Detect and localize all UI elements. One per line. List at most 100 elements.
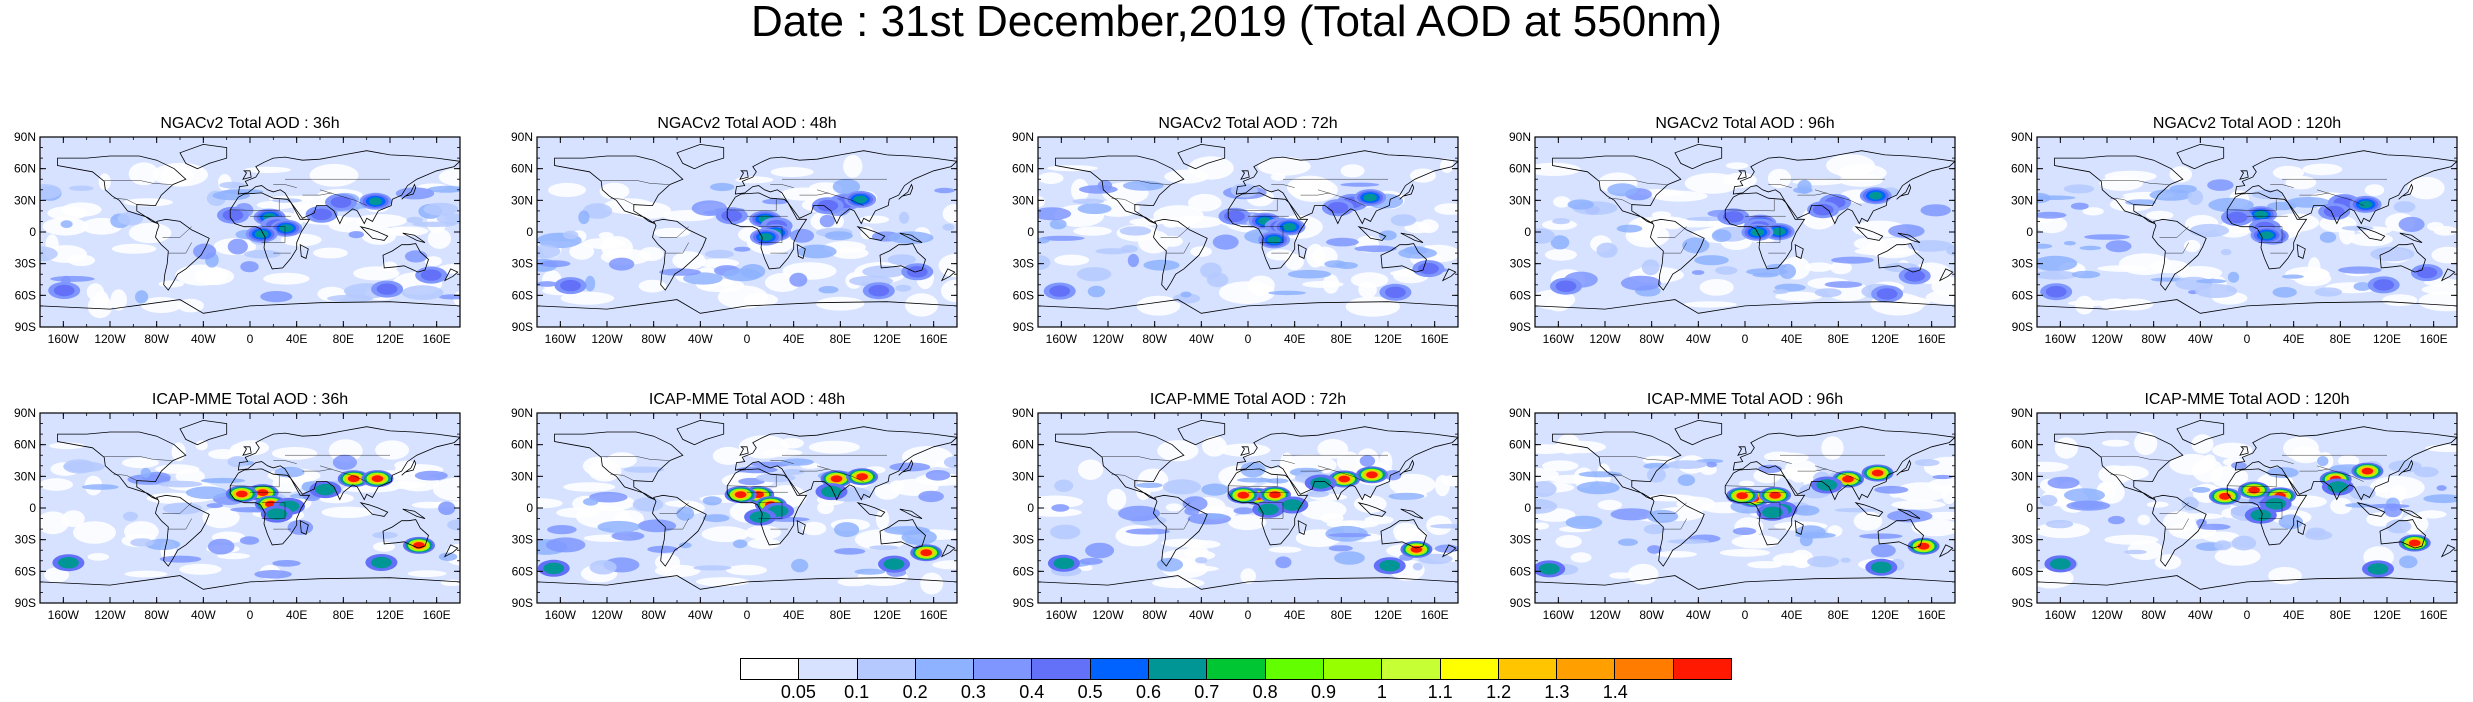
colorbar-label: 0.6 [1135, 682, 1162, 702]
lat-tick-label: 60N [2011, 438, 2033, 452]
lon-tick-label: 80W [144, 332, 169, 346]
lon-tick-label: 0 [1245, 332, 1252, 346]
lat-tick-label: 30N [2011, 193, 2033, 207]
lat-tick-label: 90N [14, 130, 36, 144]
aod-map: 90N 60N 30N 0 30S 60S 90S 160W 120W 80W 40W 0 40E 80E… [14, 406, 461, 622]
lon-tick-label: 80W [144, 608, 169, 622]
lon-tick-label: 120W [591, 332, 623, 346]
colorbar-swatch [974, 659, 1033, 679]
lat-tick-label: 90N [2011, 130, 2033, 144]
panel-title: ICAP-MME Total AOD : 96h [1646, 391, 1844, 408]
aod-field [1535, 137, 1955, 327]
lon-tick-label: 40E [1284, 332, 1305, 346]
lat-tick-label: 30N [511, 469, 533, 483]
colorbar-label: 0.8 [1252, 682, 1278, 702]
lon-tick-label: 80W [1639, 332, 1664, 346]
lat-tick-label: 60N [1509, 162, 1531, 176]
lon-tick-label: 120W [2091, 608, 2123, 622]
lat-tick-label: 0 [1027, 225, 1034, 239]
lat-tick-label: 0 [1524, 501, 1531, 515]
colorbar-swatch [1265, 659, 1324, 679]
lon-tick-label: 160E [1918, 332, 1946, 346]
lon-tick-label: 40E [1781, 332, 1802, 346]
lon-tick-label: 80W [641, 608, 666, 622]
lon-tick-label: 120E [1871, 332, 1899, 346]
lon-tick-label: 120E [1871, 608, 1899, 622]
lat-tick-label: 90N [1509, 130, 1531, 144]
colorbar-swatch [1557, 659, 1616, 679]
lon-tick-label: 0 [1245, 608, 1252, 622]
colorbar-swatch [1090, 659, 1150, 679]
lon-tick-label: 120E [873, 608, 901, 622]
lat-tick-label: 90S [1013, 596, 1034, 610]
lat-tick-label: 90N [511, 406, 533, 420]
lat-tick-label: 30S [15, 257, 36, 271]
colorbar-swatch [1032, 659, 1091, 679]
lat-tick-label: 30S [1013, 257, 1034, 271]
colorbar-swatch [1149, 659, 1208, 679]
lon-tick-label: 160W [2045, 332, 2077, 346]
colorbar-legend: 0.05 0.1 0.2 0.3 0.4 0.5 0.6 0.7 0.8 0.9 1 1.1 1.2 1.… [740, 658, 1732, 702]
lon-tick-label: 160E [2420, 332, 2448, 346]
aod-field [1535, 413, 1955, 603]
lat-tick-label: 60S [2012, 564, 2033, 578]
lon-tick-label: 160E [423, 332, 451, 346]
lon-tick-label: 120W [1092, 332, 1124, 346]
lon-tick-label: 40E [783, 608, 804, 622]
lon-tick-label: 80W [1142, 608, 1167, 622]
map-panel: ICAP-MME Total AOD : 96h 90N 60N 30N 0 30S 60S… [1509, 391, 1956, 622]
lon-tick-label: 40W [688, 332, 713, 346]
lon-tick-label: 0 [744, 332, 751, 346]
map-panel: NGACv2 Total AOD : 96h 90N 60N 30N 0 30S 60S 90… [1509, 115, 1956, 346]
lat-tick-label: 90N [511, 130, 533, 144]
lat-tick-label: 60N [1012, 438, 1034, 452]
lat-tick-label: 90S [512, 596, 533, 610]
lat-tick-label: 60S [1510, 564, 1531, 578]
colorbar-label: 0.7 [1194, 682, 1220, 702]
lat-tick-label: 60N [511, 162, 533, 176]
lat-tick-label: 90N [2011, 406, 2033, 420]
map-panel: NGACv2 Total AOD : 36h 90N 60N 30N 0 30S 60S 90… [14, 115, 461, 346]
lon-tick-label: 80E [1331, 608, 1352, 622]
colorbar-label: 0.5 [1077, 682, 1103, 702]
lat-tick-label: 0 [2026, 501, 2033, 515]
lon-tick-label: 80E [1331, 332, 1352, 346]
colorbar-label: 0.2 [902, 682, 928, 702]
colorbar-swatch [1440, 659, 1499, 679]
lon-tick-label: 0 [1742, 332, 1749, 346]
colorbar-label: 0.9 [1310, 682, 1337, 702]
lon-tick-label: 40E [286, 332, 307, 346]
colorbar-label: 1.4 [1602, 682, 1628, 702]
lat-tick-label: 60S [1510, 288, 1531, 302]
lat-tick-label: 90S [15, 320, 36, 334]
lat-tick-label: 30N [1012, 469, 1034, 483]
lat-tick-label: 30N [14, 193, 36, 207]
colorbar-label: 1.3 [1544, 682, 1570, 702]
lon-tick-label: 160W [1543, 608, 1575, 622]
colorbar-label: 1 [1376, 682, 1387, 702]
aod-field [537, 137, 957, 327]
lon-tick-label: 160E [423, 608, 451, 622]
lon-tick-label: 120E [2373, 608, 2401, 622]
lat-tick-label: 90S [2012, 596, 2033, 610]
lon-tick-label: 40W [191, 332, 216, 346]
lon-tick-label: 120E [376, 332, 404, 346]
lat-tick-label: 60S [1013, 288, 1034, 302]
lat-tick-label: 30S [2012, 257, 2033, 271]
colorbar-label: 1.2 [1486, 682, 1512, 702]
lat-tick-label: 30N [14, 469, 36, 483]
colorbar-swatch [799, 659, 858, 679]
lon-tick-label: 160E [1918, 608, 1946, 622]
map-panel: ICAP-MME Total AOD : 120h 90N 60N 30N 0 30S 60… [2011, 391, 2458, 622]
lon-tick-label: 160W [545, 332, 577, 346]
panel-title: NGACv2 Total AOD : 72h [1158, 115, 1338, 132]
lat-tick-label: 60N [1509, 438, 1531, 452]
aod-field [1038, 413, 1458, 603]
lon-tick-label: 0 [2244, 608, 2251, 622]
lat-tick-label: 90N [1509, 406, 1531, 420]
aod-map: 90N 60N 30N 0 30S 60S 90S 160W 120W 80W 40W 0 40E 80E… [1012, 406, 1459, 622]
lon-tick-label: 80W [2141, 608, 2166, 622]
lat-tick-label: 60N [511, 438, 533, 452]
panel-title: NGACv2 Total AOD : 48h [657, 115, 837, 132]
lat-tick-label: 90S [15, 596, 36, 610]
